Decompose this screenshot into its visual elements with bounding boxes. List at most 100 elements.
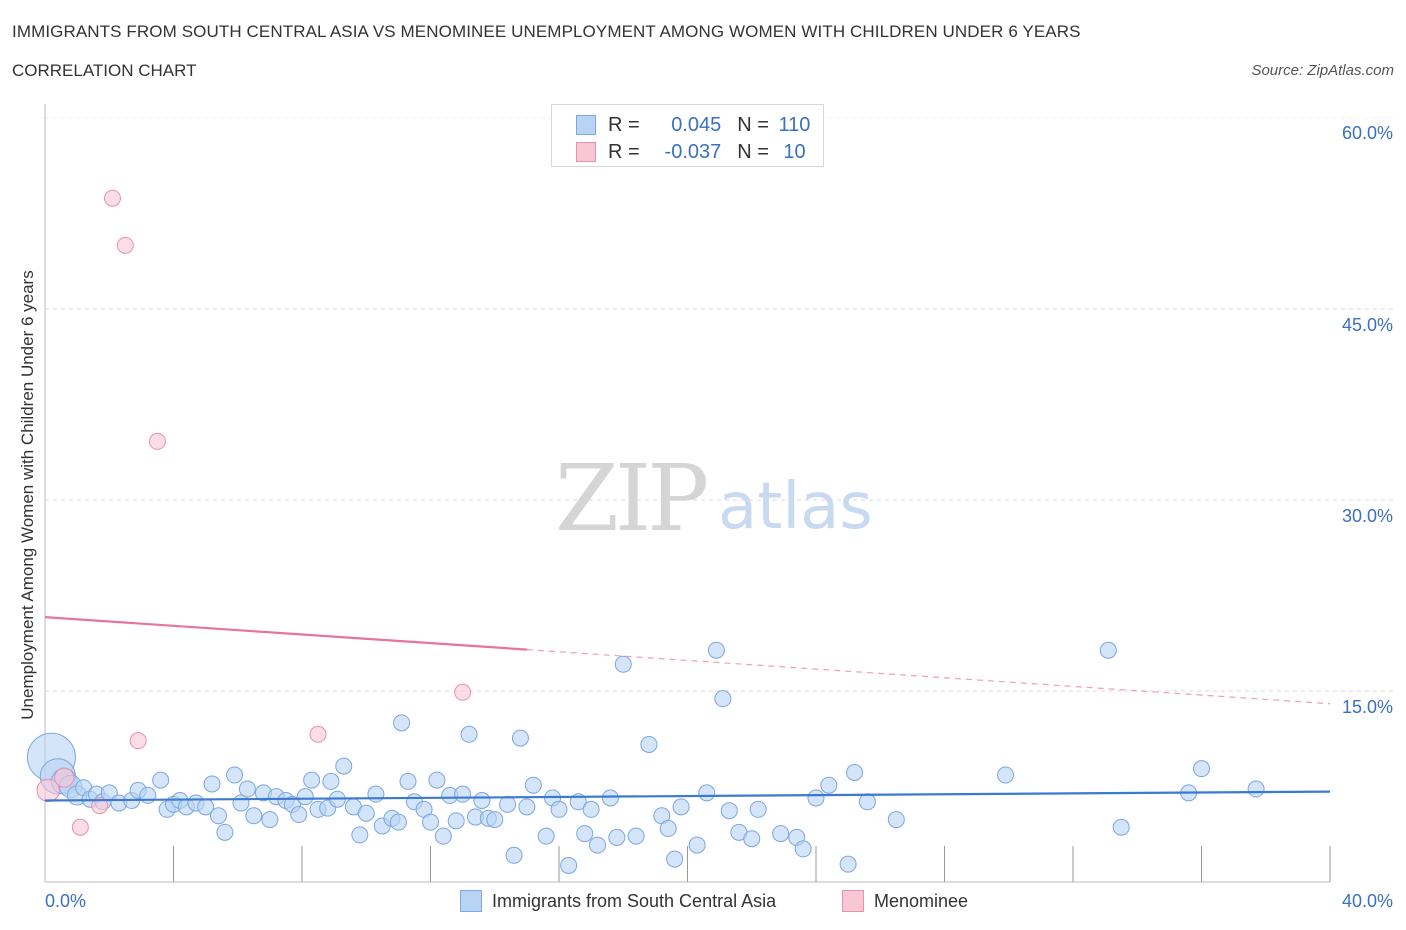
r-label: R = xyxy=(608,140,646,163)
data-point-immigrants xyxy=(322,772,340,790)
data-point-immigrants xyxy=(688,836,706,854)
data-point-immigrants xyxy=(714,690,732,708)
data-point-immigrants xyxy=(820,776,838,794)
data-point-immigrants xyxy=(511,729,529,747)
data-point-immigrants xyxy=(335,757,353,775)
watermark-zip: ZIP xyxy=(555,445,709,552)
data-point-menominee xyxy=(309,725,327,743)
data-point-immigrants xyxy=(576,825,594,843)
r-value: -0.037 xyxy=(664,140,722,163)
data-point-immigrants xyxy=(1112,818,1130,836)
watermark-atlas: atlas xyxy=(718,470,873,544)
data-point-immigrants xyxy=(428,771,446,789)
x-tick-label: 0.0% xyxy=(45,891,87,911)
pink-swatch xyxy=(576,142,596,162)
data-point-immigrants xyxy=(216,823,234,841)
data-point-immigrants xyxy=(209,807,227,825)
data-point-immigrants xyxy=(1247,780,1265,798)
data-point-menominee xyxy=(103,189,121,207)
x-tick-label: 40.0% xyxy=(1341,891,1393,911)
y-tick-label: 45.0% xyxy=(1341,315,1393,335)
data-point-menominee xyxy=(116,236,134,254)
data-point-immigrants xyxy=(846,763,864,781)
data-point-menominee xyxy=(454,683,472,701)
data-point-immigrants xyxy=(245,807,263,825)
chart-title: IMMIGRANTS FROM SOUTH CENTRAL ASIA VS ME… xyxy=(12,22,1081,41)
stats-legend-row-pink: R = -0.037 N = 10 xyxy=(576,140,815,164)
trend-line-menominee-extension xyxy=(526,649,1331,705)
data-point-immigrants xyxy=(627,827,645,845)
data-point-immigrants xyxy=(707,641,725,659)
data-point-immigrants xyxy=(499,795,517,813)
data-point-immigrants xyxy=(422,813,439,831)
y-tick-label: 30.0% xyxy=(1341,506,1393,526)
data-point-immigrants xyxy=(460,725,478,743)
data-point-immigrants xyxy=(303,771,321,789)
n-value: 10 xyxy=(783,140,806,163)
data-point-immigrants xyxy=(887,811,905,829)
data-point-immigrants xyxy=(389,813,407,831)
data-point-immigrants xyxy=(640,735,658,753)
legend-label: Menominee xyxy=(874,890,969,911)
data-point-immigrants xyxy=(659,820,677,838)
data-point-immigrants xyxy=(486,811,504,829)
blue-legend-swatch xyxy=(460,890,482,912)
data-point-immigrants xyxy=(238,780,256,798)
data-point-immigrants xyxy=(807,789,825,807)
stats-legend-row-blue: R = 0.045 N = 110 xyxy=(576,113,815,137)
r-label: R = xyxy=(608,113,646,136)
data-point-immigrants xyxy=(550,800,568,818)
data-point-immigrants xyxy=(226,766,244,784)
data-point-immigrants xyxy=(518,798,536,816)
data-point-immigrants xyxy=(447,812,465,830)
data-point-immigrants xyxy=(139,786,157,804)
data-point-immigrants xyxy=(772,825,790,843)
pink-legend-swatch xyxy=(842,890,864,912)
data-point-immigrants xyxy=(434,827,452,845)
data-point-immigrants xyxy=(399,772,417,790)
data-point-menominee xyxy=(71,818,89,836)
data-point-immigrants xyxy=(290,806,308,824)
data-point-immigrants xyxy=(743,830,761,848)
data-point-immigrants xyxy=(582,800,600,818)
data-point-immigrants xyxy=(560,856,578,874)
data-point-menominee xyxy=(129,732,147,750)
n-label: N = xyxy=(737,140,775,163)
legend-label: Immigrants from South Central Asia xyxy=(492,890,777,911)
data-point-immigrants xyxy=(601,789,619,807)
n-value: 110 xyxy=(778,113,811,136)
data-point-immigrants xyxy=(749,800,767,818)
data-point-immigrants xyxy=(608,828,626,846)
data-point-immigrants xyxy=(858,793,876,811)
y-tick-label: 15.0% xyxy=(1341,697,1393,717)
data-point-immigrants xyxy=(454,785,472,803)
data-point-immigrants xyxy=(997,766,1015,784)
data-point-immigrants xyxy=(720,802,738,820)
data-point-immigrants xyxy=(589,836,607,854)
data-point-immigrants xyxy=(1193,760,1210,778)
data-point-immigrants xyxy=(839,855,857,873)
data-point-immigrants xyxy=(666,850,684,868)
trend-line-menominee xyxy=(44,616,527,651)
data-point-immigrants xyxy=(473,792,491,810)
data-point-immigrants xyxy=(794,840,812,858)
y-axis-label: Unemployment Among Women with Children U… xyxy=(18,270,37,720)
data-point-immigrants xyxy=(1099,641,1117,659)
stats-legend: R = 0.045 N = 110 R = -0.037 N = 10 xyxy=(551,104,824,167)
legend-item-immigrants: Immigrants from South Central Asia xyxy=(460,890,776,912)
data-point-immigrants xyxy=(203,775,221,793)
data-point-immigrants xyxy=(537,827,555,845)
data-point-immigrants xyxy=(524,776,542,794)
data-point-immigrants xyxy=(393,714,411,732)
trend-line-immigrants xyxy=(44,790,1331,802)
data-point-menominee xyxy=(91,797,109,815)
r-value: 0.045 xyxy=(671,113,722,136)
data-point-menominee xyxy=(54,767,75,788)
legend-item-menominee: Menominee xyxy=(842,890,968,912)
data-point-immigrants xyxy=(351,826,369,844)
data-point-menominee xyxy=(148,432,166,450)
data-point-immigrants xyxy=(357,804,375,822)
data-point-immigrants xyxy=(698,784,716,802)
y-tick-label: 60.0% xyxy=(1341,123,1393,143)
data-point-immigrants xyxy=(367,785,385,803)
